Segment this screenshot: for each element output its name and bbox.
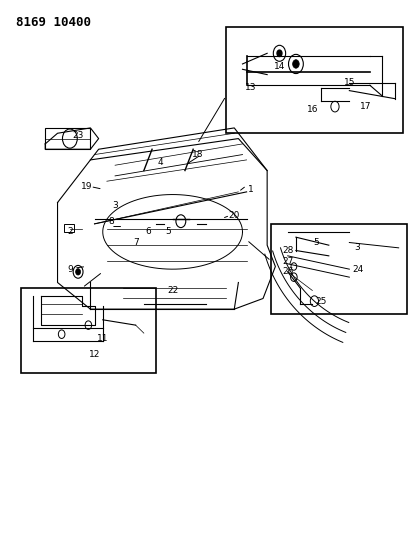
Text: 5: 5 (314, 238, 319, 247)
Text: 23: 23 (72, 132, 84, 140)
Text: 4: 4 (157, 158, 163, 167)
Bar (64, 224, 74, 232)
Text: 5: 5 (166, 228, 171, 236)
Text: 16: 16 (307, 105, 318, 114)
Circle shape (277, 50, 282, 56)
Text: 2: 2 (67, 228, 73, 236)
Circle shape (76, 269, 81, 275)
Text: 28: 28 (282, 246, 293, 255)
Text: 11: 11 (97, 334, 109, 343)
Bar (271, 224, 407, 314)
Text: 13: 13 (245, 84, 256, 92)
Text: 3: 3 (112, 201, 118, 209)
Text: 12: 12 (89, 350, 100, 359)
Text: 8: 8 (108, 217, 114, 225)
Text: 9: 9 (67, 265, 73, 273)
Text: 14: 14 (274, 62, 285, 71)
Text: 20: 20 (229, 212, 240, 220)
Bar (21, 288, 156, 373)
Text: 8169 10400: 8169 10400 (16, 16, 91, 29)
Circle shape (293, 60, 299, 68)
Text: 6: 6 (145, 228, 151, 236)
Text: 7: 7 (133, 238, 139, 247)
Text: 18: 18 (192, 150, 203, 159)
Text: 26: 26 (282, 268, 293, 276)
Text: 24: 24 (352, 265, 363, 273)
Text: 22: 22 (167, 286, 178, 295)
Text: 17: 17 (360, 102, 372, 111)
Text: 3: 3 (355, 244, 360, 252)
Text: 15: 15 (344, 78, 355, 87)
Text: 1: 1 (248, 185, 254, 193)
Bar (226, 27, 403, 133)
Text: 25: 25 (315, 297, 326, 305)
Text: 19: 19 (81, 182, 92, 191)
Text: 27: 27 (282, 257, 293, 265)
